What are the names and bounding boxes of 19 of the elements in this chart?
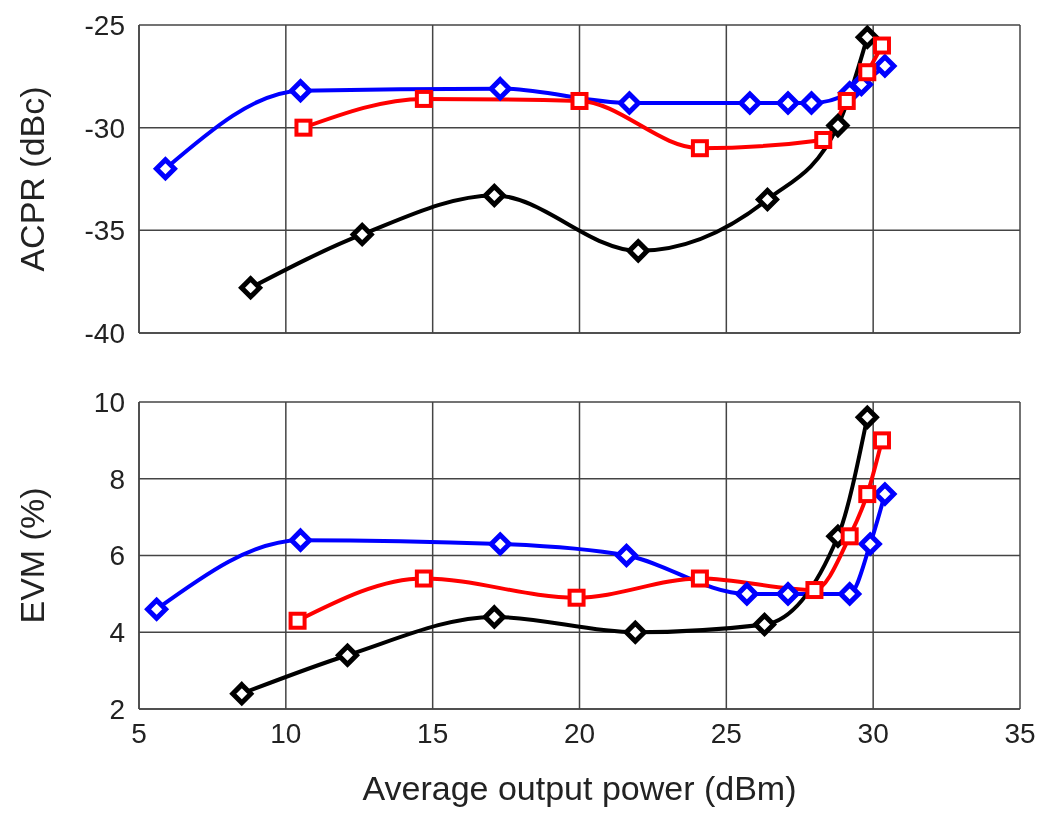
y-tick-label: 4 bbox=[109, 617, 125, 649]
y-tick-label: 8 bbox=[109, 463, 125, 495]
x-tick-label: 5 bbox=[131, 717, 147, 749]
y-tick-label: 2 bbox=[109, 693, 125, 725]
y-tick-label: -25 bbox=[84, 9, 125, 41]
y-tick-label: -30 bbox=[84, 112, 125, 144]
x-tick-label: 10 bbox=[270, 717, 302, 749]
x-tick-label: 30 bbox=[857, 717, 889, 749]
x-axis-title: Average output power (dBm) bbox=[362, 769, 797, 807]
x-tick-label: 20 bbox=[563, 717, 596, 749]
y-tick-label: -40 bbox=[84, 317, 125, 349]
y-axis-title: ACPR (dBc) bbox=[13, 86, 52, 272]
y-axis-title: EVM (%) bbox=[13, 487, 52, 624]
x-tick-label: 25 bbox=[710, 717, 742, 749]
y-tick-label: 6 bbox=[109, 540, 125, 572]
x-tick-label: 35 bbox=[1004, 717, 1036, 749]
x-tick-label: 15 bbox=[417, 717, 449, 749]
y-tick-label: 10 bbox=[93, 386, 125, 418]
y-tick-label: -35 bbox=[84, 215, 125, 247]
